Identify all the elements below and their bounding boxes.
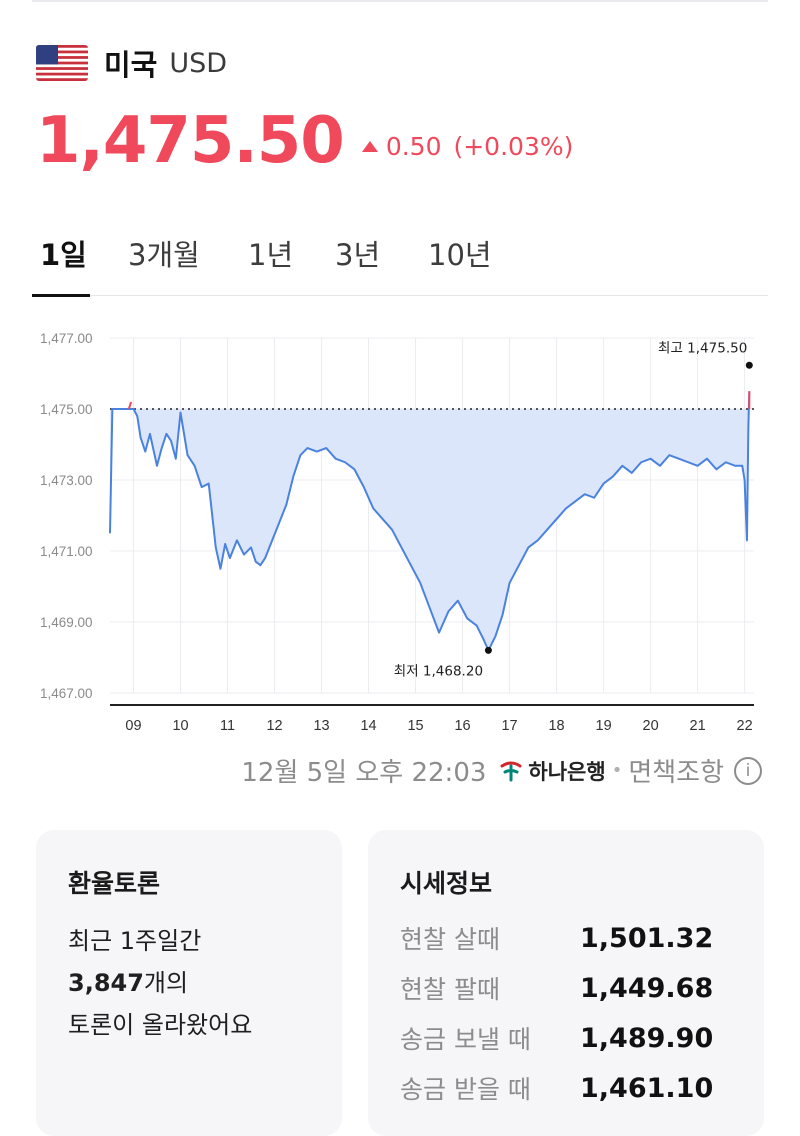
- disclaimer-link[interactable]: 면책조항: [628, 758, 724, 788]
- country-name: 미국: [104, 48, 158, 82]
- x-tick-label: 12: [266, 718, 282, 734]
- discussion-body: 최근 1주일간 3,847개의 토론이 올라왔어요: [68, 920, 252, 1046]
- y-tick-label: 1,469.00: [40, 615, 93, 630]
- separator-dot: •: [611, 760, 623, 781]
- x-tick-label: 19: [596, 718, 612, 734]
- rate-chart[interactable]: 1,477.00 1,475.00 1,473.00 1,471.00 1,469.00…: [0, 300, 800, 750]
- rate-change: 0.50 (+0.03%): [361, 131, 574, 161]
- x-tick-label: 13: [313, 718, 329, 734]
- y-tick-label: 1,471.00: [40, 544, 93, 559]
- discussion-line1: 최근 1주일간: [68, 927, 202, 955]
- x-tick-label: 15: [407, 718, 423, 734]
- x-tick-label: 09: [125, 718, 141, 734]
- y-tick-label: 1,473.00: [40, 473, 93, 488]
- area-fill: [110, 391, 750, 651]
- up-triangle-icon: [361, 140, 378, 152]
- x-tick-label: 21: [690, 718, 706, 734]
- tab-1year[interactable]: 1년: [248, 238, 294, 272]
- x-tick-label: 22: [737, 718, 753, 734]
- discussion-title: 환율토론: [68, 869, 161, 898]
- info-icon[interactable]: i: [734, 756, 762, 785]
- market-info-title: 시세정보: [400, 869, 493, 898]
- max-marker-label: 최고 1,475.50: [658, 340, 747, 356]
- rate-label: 송금 받을 때: [400, 1075, 531, 1104]
- tab-3months[interactable]: 3개월: [128, 238, 200, 272]
- x-tick-label: 17: [501, 718, 517, 734]
- market-info-card[interactable]: 시세정보 현찰 살때 1,501.32 현찰 팔때 1,449.68 송금 보낼…: [368, 830, 764, 1136]
- x-tick-label: 20: [643, 718, 659, 734]
- y-tick-label: 1,477.00: [40, 331, 93, 346]
- red-tick-left: [127, 401, 133, 410]
- tab-1day[interactable]: 1일: [40, 238, 87, 272]
- rate-label: 현찰 살때: [400, 925, 500, 954]
- x-tick-label: 14: [360, 718, 376, 734]
- currency-header: 미국 USD: [36, 42, 227, 84]
- tab-3years[interactable]: 3년: [335, 238, 381, 272]
- discussion-card[interactable]: 환율토론 최근 1주일간 3,847개의 토론이 올라왔어요: [36, 830, 342, 1136]
- discussion-count: 3,847: [68, 969, 144, 997]
- us-flag-icon: [36, 45, 88, 81]
- x-tick-label: 11: [220, 718, 235, 734]
- rate-value: 1,461.10: [580, 1072, 714, 1104]
- current-rate: 1,475.50: [36, 104, 345, 178]
- discussion-line2: 3,847개의: [68, 962, 252, 1004]
- rate-label: 송금 보낼 때: [400, 1025, 531, 1054]
- discussion-count-suffix: 개의: [143, 969, 189, 997]
- rate-row-remit-send: 송금 보낼 때 1,489.90: [400, 1020, 740, 1056]
- change-percent: (+0.03%): [453, 131, 574, 161]
- y-tick-label: 1,467.00: [40, 686, 93, 701]
- rate-value: 1,501.32: [580, 922, 714, 954]
- hana-bank-logo-icon: [500, 761, 522, 781]
- discussion-line3: 토론이 올라왔어요: [68, 1011, 253, 1039]
- rate-value: 1,489.90: [580, 1022, 714, 1054]
- period-tabs: 1일 3개월 1년 3년 10년: [32, 224, 768, 297]
- tab-10years[interactable]: 10년: [428, 238, 492, 272]
- rate-value: 1,449.68: [580, 972, 714, 1004]
- price-row: 1,475.50 0.50 (+0.03%): [36, 104, 573, 178]
- update-datetime: 12월 5일 오후 22:03: [241, 758, 487, 788]
- min-marker-label: 최저 1,468.20: [394, 663, 483, 679]
- rate-row-cash-sell: 현찰 팔때 1,449.68: [400, 970, 740, 1006]
- rate-label: 현찰 팔때: [400, 975, 500, 1004]
- x-tick-label: 18: [548, 718, 564, 734]
- x-tick-label: 16: [454, 718, 470, 734]
- max-marker-dot: [745, 361, 753, 369]
- bank-link[interactable]: 하나은행: [498, 756, 606, 786]
- currency-code: USD: [169, 47, 228, 79]
- rate-row-remit-receive: 송금 받을 때 1,461.10: [400, 1070, 740, 1106]
- source-info: 12월 5일 오후 22:03 하나은행 • 면책조항 i: [241, 752, 762, 789]
- top-divider: [32, 0, 768, 2]
- series-line: [109, 391, 751, 652]
- rate-row-cash-buy: 현찰 살때 1,501.32: [400, 920, 740, 956]
- y-tick-label: 1,475.00: [40, 402, 93, 417]
- change-amount: 0.50: [385, 131, 442, 161]
- x-tick-label: 10: [172, 718, 188, 734]
- min-marker-dot: [484, 646, 492, 654]
- active-tab-indicator: [32, 294, 90, 297]
- bank-name: 하나은행: [528, 759, 606, 784]
